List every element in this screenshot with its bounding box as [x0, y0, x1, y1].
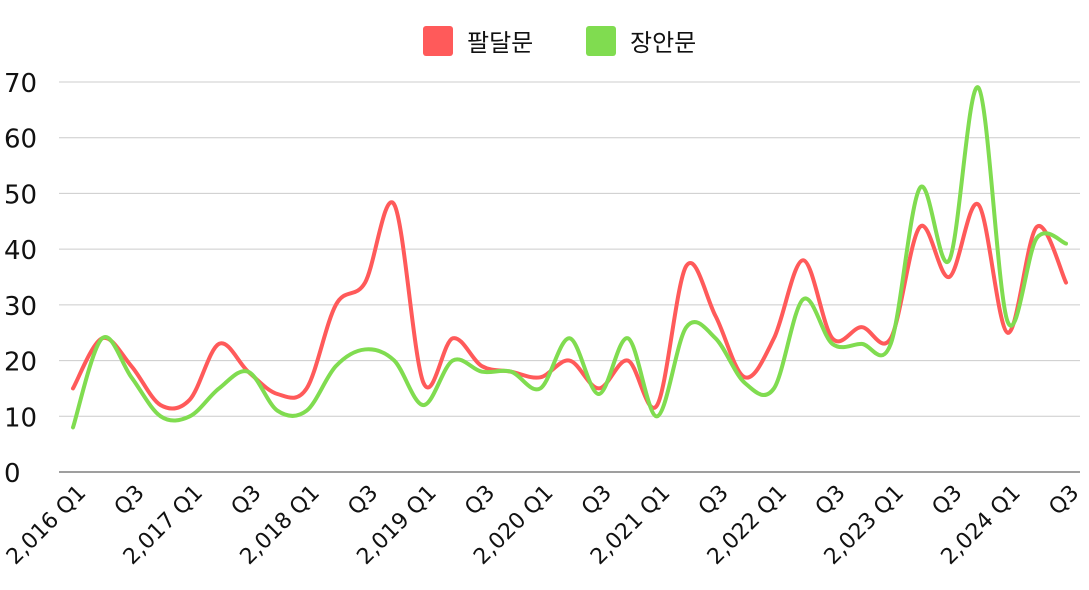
gridlines	[59, 81, 1080, 417]
series-lines	[71, 85, 1068, 430]
x-tick-label: Q3	[577, 481, 617, 521]
y-tick-label: 60	[4, 125, 37, 155]
y-tick-label: 30	[4, 292, 37, 322]
series-line-1	[71, 200, 1068, 411]
y-tick-label: 10	[4, 403, 37, 433]
y-tick-label: 0	[4, 459, 21, 489]
x-tick-label: Q3	[811, 481, 851, 521]
series-line-2	[71, 85, 1068, 430]
legend: 팔달문 장안문	[423, 26, 696, 57]
legend-label: 팔달문	[467, 29, 533, 57]
y-tick-label: 40	[4, 236, 37, 266]
x-tick-label: Q3	[928, 481, 968, 521]
x-tick-label: Q3	[343, 481, 383, 521]
x-axis-ticks: 2,016 Q1 Q32,017 Q1 Q32,018 Q1 Q32,019 Q1 Q3…	[2, 481, 1084, 570]
y-tick-label: 20	[4, 348, 37, 378]
legend-label: 장안문	[630, 29, 696, 57]
legend-item: 장안문	[586, 26, 696, 57]
y-tick-label: 70	[4, 69, 37, 99]
x-tick-label: Q3	[110, 481, 150, 521]
legend-swatch	[423, 26, 453, 56]
series-points-2	[71, 86, 1068, 430]
x-tick-label: Q3	[1044, 481, 1084, 521]
y-axis-ticks: 0 10 20 30 40 50 60 70	[4, 69, 37, 489]
legend-swatch	[586, 26, 616, 56]
y-tick-label: 50	[4, 180, 37, 210]
x-tick-label: Q3	[227, 481, 267, 521]
x-tick-label: Q3	[460, 481, 500, 521]
legend-item: 팔달문	[423, 26, 533, 57]
x-tick-label: Q3	[694, 481, 734, 521]
x-tick-label: 2,016 Q1	[2, 481, 91, 570]
